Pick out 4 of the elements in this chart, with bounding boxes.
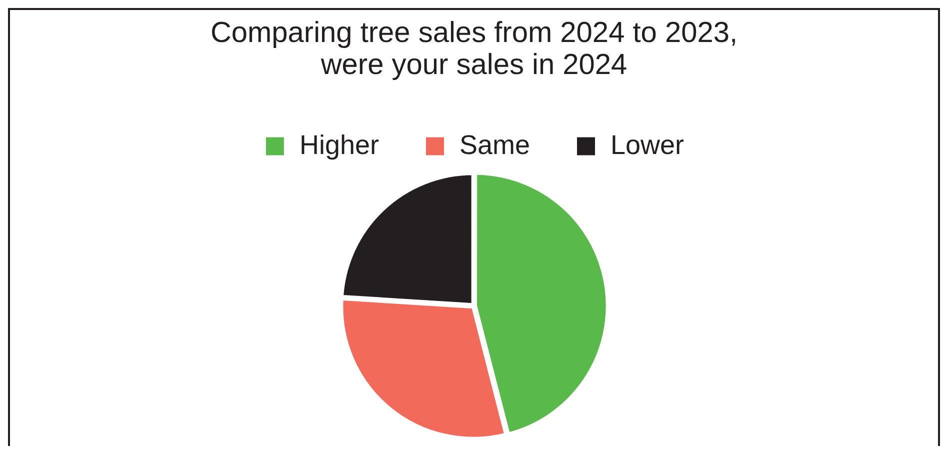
- legend-label: Same: [459, 130, 530, 160]
- chart-title: Comparing tree sales from 2024 to 2023, were your sales in 2024: [210, 16, 738, 81]
- legend-label: Lower: [610, 130, 684, 160]
- legend-label: Higher: [299, 130, 379, 160]
